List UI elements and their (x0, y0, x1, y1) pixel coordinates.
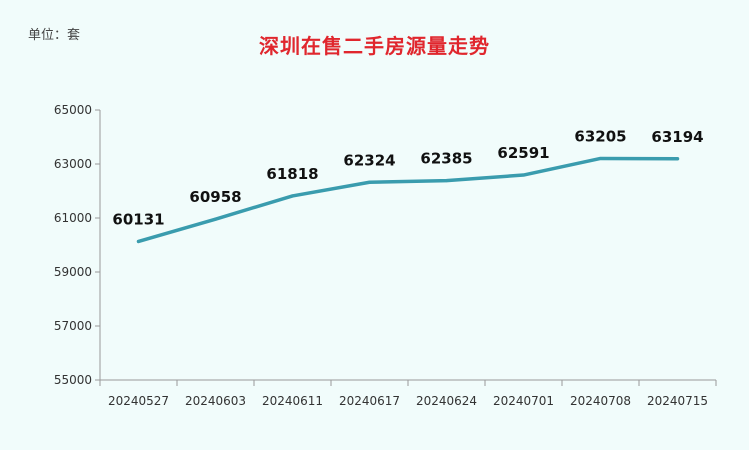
data-point (599, 156, 602, 160)
data-label: 62385 (420, 150, 472, 168)
data-point (676, 157, 679, 161)
y-tick-label: 59000 (54, 265, 92, 279)
x-tick-label: 20240708 (570, 394, 631, 408)
data-point (368, 180, 371, 184)
data-label: 62324 (343, 151, 395, 169)
data-label: 63205 (574, 127, 626, 145)
data-point (522, 173, 525, 177)
x-tick-label: 20240617 (339, 394, 400, 408)
data-point (291, 194, 294, 198)
y-tick-label: 55000 (54, 373, 92, 387)
series-line (136, 156, 680, 244)
data-label: 62591 (497, 144, 549, 162)
x-tick-label: 20240611 (262, 394, 323, 408)
x-tick-label: 20240624 (416, 394, 477, 408)
y-tick-label: 65000 (54, 103, 92, 117)
y-tick-label: 61000 (54, 211, 92, 225)
y-tick-label: 63000 (54, 157, 92, 171)
data-label: 63194 (651, 128, 703, 146)
data-point (214, 217, 217, 221)
data-point (137, 239, 140, 243)
data-label: 60958 (189, 188, 241, 206)
x-tick-label: 20240701 (493, 394, 554, 408)
data-label: 60131 (112, 210, 164, 228)
data-point (445, 179, 448, 183)
y-tick-label: 57000 (54, 319, 92, 333)
x-tick-label: 20240603 (185, 394, 246, 408)
data-label: 61818 (266, 165, 318, 183)
unit-label: 单位：套 (28, 28, 81, 43)
chart-title: 深圳在售二手房源量走势 (259, 34, 490, 58)
x-tick-label: 20240715 (647, 394, 708, 408)
x-tick-label: 20240527 (108, 394, 169, 408)
